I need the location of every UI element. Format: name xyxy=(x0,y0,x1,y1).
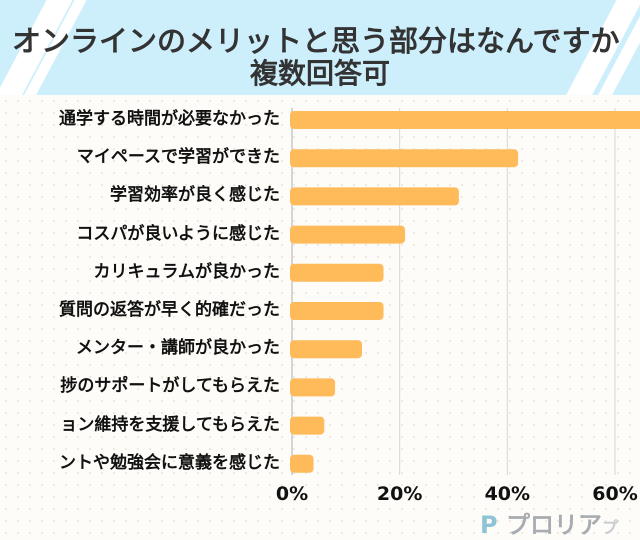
category-label: マイペースで学習ができた xyxy=(76,147,280,168)
bar xyxy=(290,187,459,206)
bar xyxy=(290,378,336,397)
chart-subtitle: 複数回答可 xyxy=(249,57,390,90)
category-label: ョン維持を支援してもらえた xyxy=(60,414,280,435)
category-label: 捗のサポートがしてもらえた xyxy=(60,376,280,397)
bar xyxy=(290,302,384,320)
x-tick-label: 20% xyxy=(376,483,423,505)
category-label: コスパが良いように感じた xyxy=(76,223,280,244)
proria-logo: P プロリアプ xyxy=(480,511,618,539)
bar xyxy=(290,263,384,282)
chart-title: オンラインのメリットと思う部分はなんですか xyxy=(12,24,620,58)
title-banner: オンラインのメリットと思う部分はなんですか 複数回答可 xyxy=(0,0,640,95)
bar xyxy=(290,225,406,244)
bar xyxy=(290,340,362,359)
bar xyxy=(290,416,325,435)
x-tick-label: 0% xyxy=(275,483,309,505)
category-label: カリキュラムが良かった xyxy=(93,261,281,282)
bar xyxy=(290,149,519,168)
x-tick-label: 40% xyxy=(484,483,531,505)
bar xyxy=(290,111,640,129)
bar xyxy=(290,454,314,473)
category-label: 通学する時間が必要なかった xyxy=(59,109,280,129)
category-label: メンター・講師が良かった xyxy=(76,338,280,359)
category-label: ントや勉強会に意義を感じた xyxy=(59,452,280,473)
x-tick-label: 60% xyxy=(592,483,638,505)
category-label: 質問の返答が早く的確だった xyxy=(59,300,280,320)
category-label: 学習効率が良く感じた xyxy=(110,185,280,206)
